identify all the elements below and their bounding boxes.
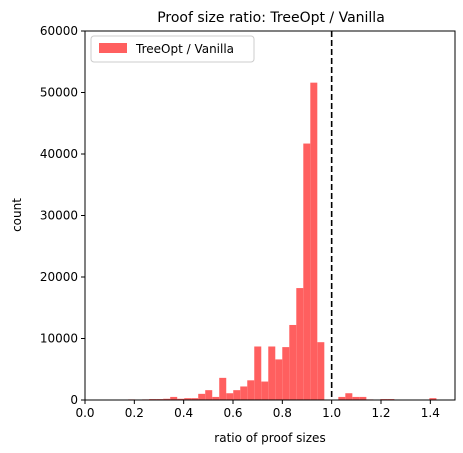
y-tick-label: 30000: [40, 209, 78, 223]
histogram-bar: [429, 398, 437, 400]
histogram-bar: [296, 288, 304, 400]
histogram-bars: [128, 82, 437, 401]
legend-swatch: [99, 43, 127, 53]
x-axis-ticks: 0.0 0.2 0.4 0.6 0.8 1.0 1.2 1.4: [75, 400, 440, 420]
y-tick-label: 40000: [40, 147, 78, 161]
histogram-bar: [184, 398, 192, 400]
histogram-bar: [345, 393, 353, 400]
x-tick-label: 0.8: [273, 406, 292, 420]
x-tick-label: 0.0: [75, 406, 94, 420]
histogram-bar: [352, 396, 360, 400]
histogram-bar: [219, 377, 227, 400]
histogram-bar: [205, 390, 213, 400]
histogram-bar: [247, 380, 255, 400]
y-tick-label: 60000: [40, 24, 78, 38]
chart-title: Proof size ratio: TreeOpt / Vanilla: [157, 10, 385, 26]
histogram-bar: [191, 398, 199, 400]
x-axis-label: ratio of proof sizes: [214, 431, 325, 445]
legend: TreeOpt / Vanilla: [90, 35, 255, 63]
histogram-bar: [268, 346, 276, 400]
y-axis-label: count: [10, 198, 24, 232]
y-tick-label: 10000: [40, 332, 78, 346]
histogram-bar: [310, 82, 318, 400]
histogram-bar: [212, 396, 220, 400]
x-tick-label: 1.0: [322, 406, 341, 420]
x-tick-label: 0.6: [223, 406, 242, 420]
histogram-bar: [233, 390, 241, 400]
y-tick-label: 0: [70, 393, 78, 407]
histogram-bar: [261, 381, 269, 400]
histogram-bar: [177, 398, 185, 400]
histogram-bar: [198, 393, 206, 400]
histogram-bar: [254, 346, 262, 400]
x-tick-label: 0.2: [125, 406, 144, 420]
histogram-bar: [170, 396, 178, 400]
x-tick-label: 1.4: [421, 406, 440, 420]
histogram-bar: [275, 359, 283, 400]
y-axis-ticks: 0 10000 20000 30000 40000 50000 60000: [40, 24, 85, 407]
histogram-bar: [338, 396, 346, 400]
histogram-bar: [303, 143, 311, 401]
y-tick-label: 50000: [40, 86, 78, 100]
histogram-bar: [289, 324, 297, 400]
x-tick-label: 1.2: [371, 406, 390, 420]
legend-entry-label: TreeOpt / Vanilla: [135, 42, 234, 56]
x-tick-label: 0.4: [174, 406, 193, 420]
legend-box: [90, 35, 255, 63]
histogram-bar: [240, 386, 248, 400]
histogram-bar: [163, 398, 171, 400]
histogram-bar: [282, 347, 290, 400]
histogram-bar: [359, 396, 367, 400]
y-tick-label: 20000: [40, 270, 78, 284]
histogram-bar: [317, 342, 325, 400]
histogram-bar: [226, 393, 234, 400]
